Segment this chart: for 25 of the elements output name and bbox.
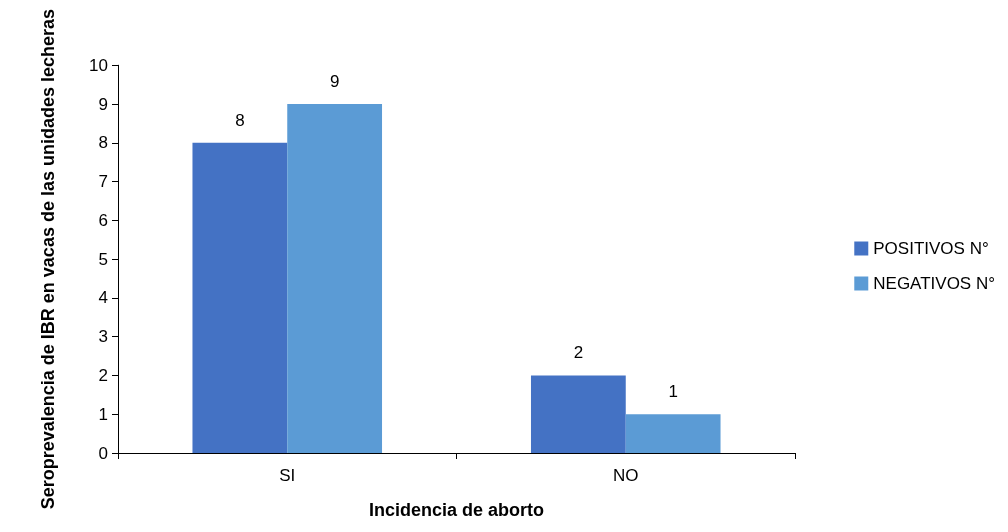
- data-label: 9: [329, 72, 340, 92]
- bar: [530, 375, 626, 453]
- bar: [625, 414, 721, 453]
- legend-label: POSITIVOS N°: [873, 239, 989, 258]
- y-tick-label: 3: [98, 327, 108, 347]
- y-tick-label: 5: [98, 249, 108, 269]
- x-axis-title: Incidencia de aborto: [368, 500, 545, 520]
- y-tick-label: 8: [98, 133, 108, 153]
- legend-label: NEGATIVOS N°: [873, 274, 996, 293]
- bar: [192, 142, 288, 453]
- y-tick-label: 10: [89, 55, 108, 75]
- bar: [287, 104, 383, 453]
- y-tick-label: 0: [98, 443, 108, 463]
- data-label: 2: [573, 343, 584, 363]
- y-axis-title: Seroprevalencia de IBR en vacas de las unidades lecheras: [38, 9, 58, 510]
- y-tick-label: 9: [98, 94, 108, 114]
- x-tick-label: SI: [279, 466, 296, 485]
- y-tick-label: 6: [98, 210, 108, 230]
- x-tick-label: NO: [613, 466, 639, 485]
- data-label: 1: [668, 382, 678, 402]
- y-tick-label: 4: [98, 288, 108, 308]
- y-tick-label: 1: [98, 404, 108, 424]
- y-tick-label: 2: [98, 365, 108, 385]
- y-tick-label: 7: [98, 172, 108, 192]
- data-label: 8: [235, 110, 245, 130]
